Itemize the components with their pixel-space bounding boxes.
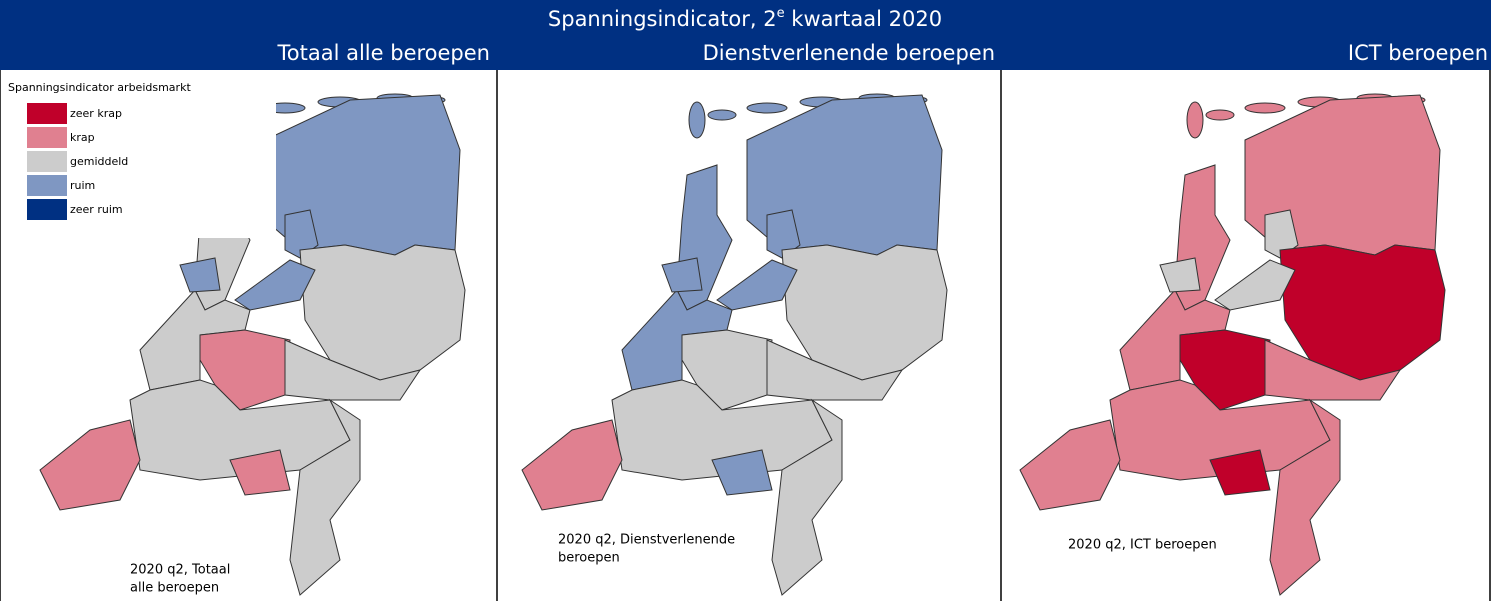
region xyxy=(717,260,797,310)
legend-label: zeer krap xyxy=(70,107,122,120)
legend-swatch xyxy=(27,175,67,196)
panel-caption: 2020 q2, Totaal xyxy=(130,563,230,578)
legend-label: krap xyxy=(70,131,95,144)
panel-caption: 2020 q2, ICT beroepen xyxy=(1068,538,1217,553)
legend-swatch xyxy=(27,151,67,172)
legend-label: zeer ruim xyxy=(70,203,123,216)
region xyxy=(40,420,140,510)
panel-heading: Dienstverlenende beroepen xyxy=(703,41,995,65)
island xyxy=(1245,103,1285,113)
title-text: Spanningsindicator, 2 xyxy=(548,7,777,31)
panel-caption: beroepen xyxy=(558,551,620,566)
island xyxy=(1187,102,1203,138)
legend-swatch xyxy=(27,127,67,148)
legend: Spanningsindicator arbeidsmarkt zeer krap… xyxy=(6,78,276,238)
title-text: kwartaal 2020 xyxy=(785,7,942,31)
legend-label: ruim xyxy=(70,179,95,192)
island xyxy=(1206,110,1234,120)
panel-caption: alle beroepen xyxy=(130,581,219,596)
legend-swatch xyxy=(27,199,67,220)
panel-caption: 2020 q2, Dienstverlenende xyxy=(558,533,735,548)
page: Spanningsindicator, 2e kwartaal 2020 Tot… xyxy=(0,0,1491,601)
island xyxy=(689,102,705,138)
map xyxy=(1020,94,1445,595)
legend-swatch xyxy=(27,103,67,124)
region xyxy=(1215,260,1295,310)
region xyxy=(522,420,622,510)
title: Spanningsindicator, 2e kwartaal 2020 xyxy=(548,6,942,32)
region xyxy=(1020,420,1120,510)
panel-heading: ICT beroepen xyxy=(1348,41,1488,65)
map xyxy=(522,94,947,595)
island xyxy=(708,110,736,120)
region xyxy=(235,260,315,310)
legend-title: Spanningsindicator arbeidsmarkt xyxy=(8,81,191,94)
region xyxy=(1160,258,1200,292)
legend-label: gemiddeld xyxy=(70,155,128,168)
region xyxy=(180,258,220,292)
island xyxy=(747,103,787,113)
title-sup: e xyxy=(777,6,785,21)
panel-heading: Totaal alle beroepen xyxy=(277,41,490,65)
region xyxy=(662,258,702,292)
